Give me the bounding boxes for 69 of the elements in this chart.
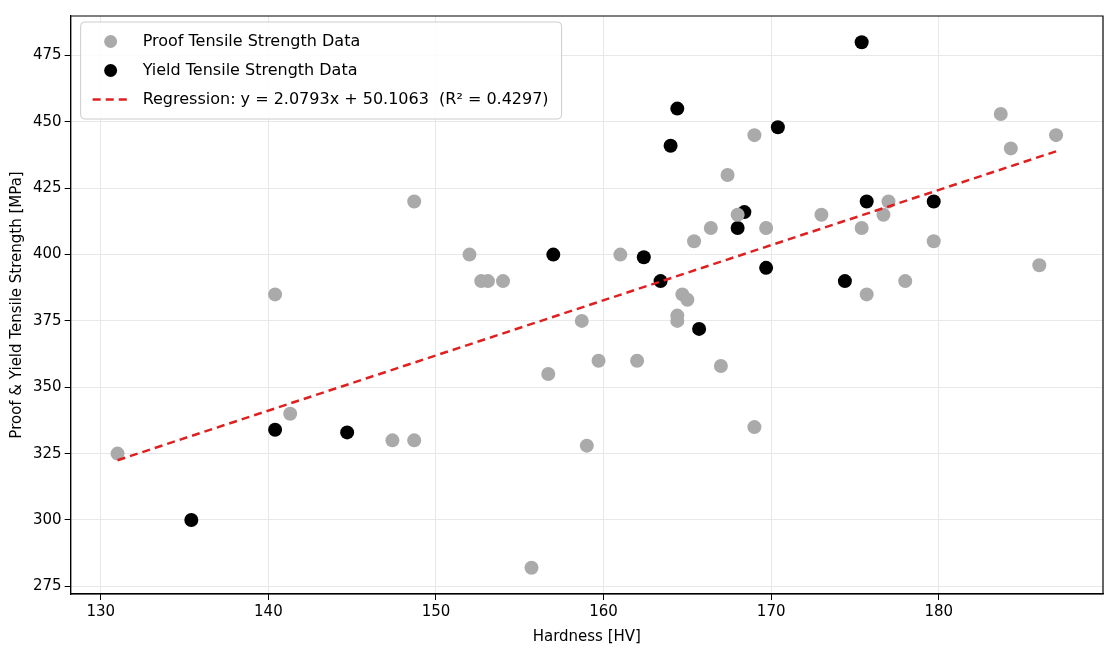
point [837,274,852,289]
y-tick-label: 275 [32,576,62,595]
x-tick-label: 170 [756,601,786,620]
legend-label: Yield Tensile Strength Data [141,59,358,79]
point [876,207,891,222]
point [541,367,556,381]
point [926,194,941,209]
x-tick-label: 130 [86,601,116,620]
legend-label: Regression: y = 2.0793x + 50.1063 (R² = 0.4297) [142,88,549,108]
y-tick-label: 375 [32,310,62,329]
point [854,221,869,236]
point [692,321,707,336]
point [1049,128,1064,143]
point [496,274,511,289]
point [110,446,125,461]
point [385,433,400,448]
point [747,128,762,143]
x-tick-label: 160 [589,601,618,620]
y-tick-label: 325 [32,443,62,462]
x-axis-title: Hardness [HV] [532,626,641,645]
point [730,207,745,222]
point [854,35,869,50]
point [993,106,1008,121]
point [283,406,298,421]
point [747,420,762,435]
point [720,167,735,182]
y-tick-label: 350 [32,377,62,396]
point [663,138,678,153]
point [462,247,477,262]
point [730,221,745,236]
point [713,359,728,374]
point [591,353,606,368]
point [670,101,685,116]
y-tick-label: 300 [32,509,62,528]
y-axis-title: Proof & Yield Tensile Strength [MPa] [6,171,25,439]
point [268,287,283,302]
point [546,247,561,262]
point [859,194,874,209]
point [574,313,589,328]
point [630,353,645,368]
legend-label: Proof Tensile Strength Data [142,30,361,50]
point [407,194,422,209]
point [579,438,594,453]
point [613,247,628,262]
point [703,221,718,236]
point [759,221,774,236]
point [680,292,695,307]
point [814,207,829,222]
y-tick-label: 475 [32,45,62,64]
point [268,422,283,437]
point [636,250,651,265]
point [759,260,774,275]
point [407,433,422,448]
point [340,425,355,440]
point [770,120,785,135]
x-tick-label: 180 [924,601,954,620]
point [1003,141,1018,156]
point [687,234,702,249]
y-tick-label: 425 [32,178,62,197]
point [859,287,874,302]
x-tick-label: 140 [254,601,283,620]
point [898,274,913,289]
point [926,234,941,249]
x-tick-label: 150 [421,601,451,620]
point [1032,258,1047,273]
point [524,560,539,575]
point [184,512,199,527]
y-tick-label: 400 [32,244,62,263]
y-tick-label: 450 [32,111,62,130]
